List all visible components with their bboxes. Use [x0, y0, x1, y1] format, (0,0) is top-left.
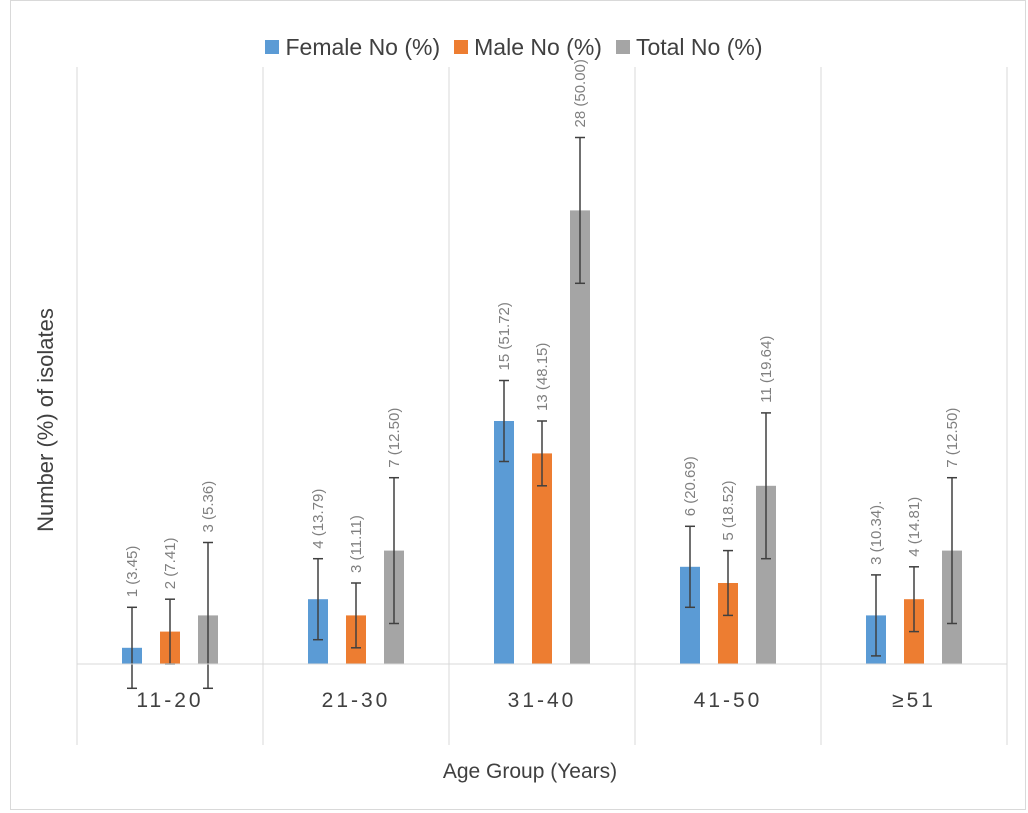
data-label-2-4: 7 (12.50) [944, 408, 961, 468]
bar-1-2 [532, 453, 552, 664]
x-tick-label-0: 11-20 [136, 689, 203, 712]
data-label-0-1: 4 (13.79) [310, 489, 327, 549]
x-tick-label-1: 21-30 [322, 689, 391, 712]
bar-1-3 [718, 583, 738, 664]
legend-swatch-female [265, 40, 280, 54]
legend-swatch-male [454, 40, 469, 54]
legend-label-male: Male No (%) [474, 33, 602, 60]
data-label-2-1: 7 (12.50) [386, 408, 403, 468]
data-label-0-0: 1 (3.45) [124, 546, 141, 598]
x-tick-label-4: ≥51 [892, 689, 936, 712]
bar-0-3 [680, 566, 700, 664]
data-label-0-4: 3 (10.34). [868, 501, 885, 565]
bar-2-3 [756, 485, 776, 664]
legend-item-male: Male No (%) [454, 34, 602, 61]
legend-label-total: Total No (%) [635, 33, 763, 60]
data-label-1-2: 13 (48.15) [534, 343, 551, 411]
legend-item-female: Female No (%) [265, 34, 440, 61]
bar-0-2 [494, 421, 514, 664]
bar-2-2 [570, 210, 590, 664]
data-label-2-3: 11 (19.64) [758, 336, 775, 403]
data-label-2-2: 28 (50.00) [572, 59, 589, 127]
legend-swatch-total [615, 40, 630, 54]
data-label-0-3: 6 (20.69) [682, 456, 699, 516]
data-label-1-1: 3 (11.11) [348, 515, 365, 573]
data-label-1-0: 2 (7.41) [162, 537, 179, 589]
legend-item-total: Total No (%) [615, 33, 763, 61]
legend-label-female: Female No (%) [285, 33, 441, 60]
x-tick-label-2: 31-40 [508, 689, 577, 712]
data-label-2-0: 3 (5.36) [200, 481, 217, 533]
chart-frame [10, 0, 1026, 810]
data-label-1-4: 4 (14.81) [906, 497, 923, 557]
x-tick-label-3: 41-50 [694, 689, 763, 712]
data-label-0-2: 15 (51.72) [496, 302, 513, 370]
data-label-1-3: 5 (18.52) [720, 481, 737, 541]
x-axis-title: Age Group (Years) [442, 760, 618, 783]
legend: Female No (%) Male No (%) Total No (%) [0, 30, 1028, 64]
